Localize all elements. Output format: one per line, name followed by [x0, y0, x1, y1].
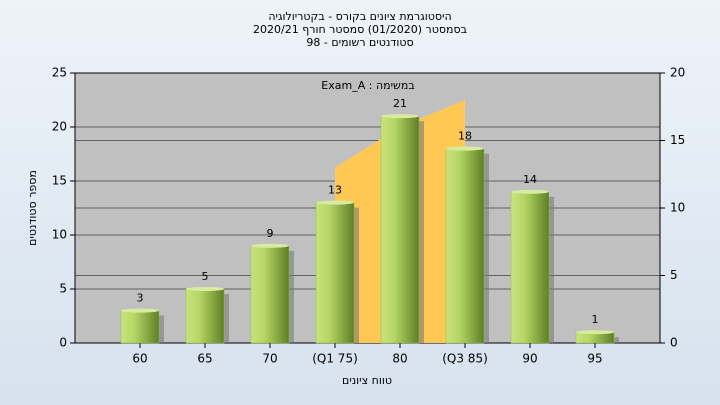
- data-label: 18: [458, 130, 472, 143]
- chart-title: היסטוגרמת ציונים בקורס - בקטריולוגיה: [268, 10, 451, 23]
- y2-tick-label: 15: [670, 133, 685, 147]
- chart-subtitle: בסמסטר (01/2020) סמסטר חורף 2020/21: [253, 23, 467, 36]
- bar-cap: [186, 287, 224, 291]
- x-tick-label: 95: [587, 352, 602, 366]
- bar-cap: [576, 330, 614, 335]
- y-tick-label: 10: [52, 228, 67, 242]
- y-axis-label: מספר סטודנטים: [26, 170, 39, 246]
- x-tick-label: 60: [132, 352, 147, 366]
- x-tick-label: 90: [522, 352, 537, 366]
- bar: [250, 245, 290, 344]
- y-tick-label: 25: [52, 66, 67, 80]
- bar: [185, 288, 225, 344]
- data-label: 21: [393, 97, 407, 110]
- bar: [510, 191, 550, 344]
- y-tick-label: 15: [52, 174, 67, 188]
- bar: [315, 202, 355, 344]
- x-tick-label: 80: [392, 352, 407, 366]
- y-tick-label: 5: [59, 282, 67, 296]
- x-axis-label: טווח ציונים: [342, 374, 392, 387]
- data-label: 5: [202, 270, 209, 283]
- data-label: 13: [328, 184, 342, 197]
- x-tick-label: 65: [197, 352, 212, 366]
- y2-tick-label: 0: [670, 336, 678, 350]
- bar-cap: [446, 146, 484, 151]
- annotation: Exam_A : במשימה: [321, 79, 414, 92]
- data-label: 3: [137, 292, 144, 305]
- bar-cap: [121, 308, 159, 313]
- y-tick-label: 0: [59, 336, 67, 350]
- data-label: 14: [523, 173, 537, 186]
- bar-cap: [251, 243, 289, 248]
- x-tick-label: 70: [262, 352, 277, 366]
- y2-tick-label: 10: [670, 201, 685, 215]
- bar-cap: [511, 189, 549, 194]
- data-label: 9: [267, 227, 274, 240]
- bar: [380, 115, 420, 344]
- y2-tick-label: 5: [670, 268, 678, 282]
- bar: [445, 148, 485, 344]
- x-tick-label: (Q3 85): [442, 352, 488, 366]
- bar-cap: [316, 200, 354, 205]
- data-label: 1: [592, 313, 599, 326]
- bar-cap: [381, 114, 419, 119]
- chart-subtitle: סטודנטים רשומים - 98: [306, 36, 413, 49]
- y2-tick-label: 20: [670, 66, 685, 80]
- y-tick-label: 20: [52, 120, 67, 134]
- bar: [120, 310, 160, 344]
- x-tick-label: (Q1 75): [312, 352, 358, 366]
